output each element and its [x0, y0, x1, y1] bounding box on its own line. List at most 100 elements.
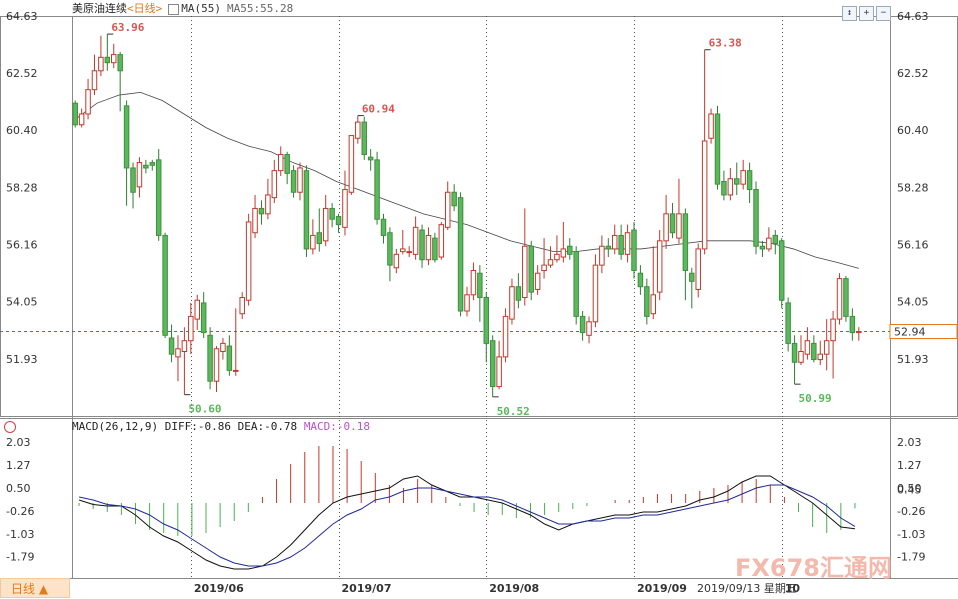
candle-up: [181, 340, 188, 352]
candle-down: [515, 286, 522, 301]
candle-down: [489, 340, 496, 388]
x-tick-label: 10: [785, 582, 801, 595]
candle-down: [72, 102, 78, 126]
candle-down: [380, 218, 387, 236]
dea-value: DEA:-0.78: [237, 420, 298, 433]
candle-up: [534, 272, 541, 290]
indicator-settings-icon[interactable]: [4, 421, 16, 433]
candle-down: [367, 156, 374, 161]
candle-down: [284, 153, 290, 174]
x-tick-label: 2019/09: [637, 582, 687, 595]
period-label[interactable]: <日线>: [127, 2, 163, 15]
candle-up: [342, 189, 348, 228]
candle-down: [483, 297, 490, 344]
ma-toggle-icon[interactable]: [168, 3, 180, 15]
diff-value: DIFF:-0.86: [164, 420, 231, 433]
candle-up: [111, 54, 117, 64]
axis-labels: 64.63 64.63 62.52 62.52 60.40 60.40 58.28 58.28…: [6, 10, 958, 595]
candle-down: [457, 197, 464, 312]
candle-up: [464, 294, 470, 312]
candle-down: [335, 216, 342, 226]
macd-header: MACD(26,12,9) DIFF:-0.86 DEA:-0.78 MACD:…: [72, 420, 370, 434]
candle-up: [592, 264, 599, 323]
candle-down: [631, 229, 637, 272]
candle-up: [599, 245, 605, 266]
y-tick-label-right: 54.05: [897, 296, 929, 309]
candle-up: [194, 299, 200, 320]
candle-down: [207, 334, 213, 382]
ma55-line: [74, 91, 859, 269]
candle-up: [740, 170, 746, 185]
y-tick-label-right: 58.28: [897, 181, 929, 194]
y-tick-label-left: 51.93: [6, 353, 38, 366]
candle-up: [798, 350, 804, 363]
x-tick-label: 2019/06: [194, 582, 244, 595]
zoom-out-icon[interactable]: −: [876, 6, 891, 21]
macd-tick-left: -1.03: [6, 528, 34, 541]
candle-down: [605, 245, 612, 250]
x-tick-label: 2019/07: [342, 582, 392, 595]
candle-down: [791, 342, 798, 363]
candle-down: [149, 162, 156, 166]
candle-down: [155, 159, 162, 236]
macd-tick-right: -1.79: [897, 551, 925, 564]
candle-down: [104, 56, 111, 64]
zoom-in-icon[interactable]: +: [859, 6, 874, 21]
period-tab[interactable]: 日线 ▲: [0, 578, 70, 598]
macd-tick-right: 1.27: [897, 459, 922, 472]
y-tick-label-right: 56.16: [897, 239, 929, 252]
macd-current-label: 0.45: [897, 484, 922, 497]
candle-up: [856, 331, 862, 334]
candle-up: [322, 207, 329, 242]
candle-down: [746, 170, 753, 191]
candle-up: [271, 170, 278, 199]
candle-down: [772, 234, 779, 245]
candle-down: [143, 164, 149, 169]
y-tick-label-left: 56.16: [6, 239, 38, 252]
ma-indicator-label[interactable]: MA(55): [181, 2, 221, 15]
candle-down: [759, 245, 766, 250]
candle-down: [117, 54, 123, 72]
diff-line: [78, 475, 856, 570]
y-tick-label-right: 51.93: [897, 353, 929, 366]
candle-up: [98, 56, 104, 72]
x-tick-label: 2019/08: [489, 582, 539, 595]
candle-down: [689, 272, 695, 282]
candle-up: [175, 348, 181, 358]
candle-down: [200, 302, 207, 334]
fit-icon[interactable]: ↕: [842, 6, 857, 21]
candle-up: [823, 340, 830, 355]
candle-up: [766, 237, 772, 250]
macd-panel: [78, 446, 856, 570]
candle-up: [701, 140, 708, 250]
macd-tick-right: -1.03: [897, 528, 925, 541]
candle-down: [567, 245, 573, 255]
candle-up: [277, 153, 284, 172]
candle-up: [676, 213, 682, 239]
candle-up: [348, 135, 355, 193]
candle-up: [611, 234, 618, 250]
y-tick-label-left: 58.28: [6, 181, 38, 194]
macd-label[interactable]: MACD(26,12,9): [72, 420, 159, 433]
extreme-price-label: 50.60: [188, 403, 221, 416]
candle-up: [586, 321, 592, 336]
candle-up: [727, 178, 734, 196]
candlestick-series: [72, 34, 862, 397]
macd-tick-right: 2.03: [897, 436, 922, 449]
candle-down: [721, 180, 727, 196]
macd-tick-left: 1.27: [6, 459, 31, 472]
extreme-price-label: 63.38: [709, 37, 742, 50]
dea-line: [78, 484, 856, 567]
candle-up: [297, 167, 303, 193]
y-tick-label-left: 62.52: [6, 67, 38, 80]
candle-down: [374, 159, 380, 220]
y-tick-label-left: 54.05: [6, 296, 38, 309]
candle-up: [695, 248, 701, 290]
candle-down: [168, 337, 175, 355]
candle-up: [541, 264, 547, 272]
candle-down: [785, 302, 791, 344]
candle-up: [78, 113, 85, 126]
candle-down: [226, 345, 233, 371]
candle-up: [438, 224, 445, 258]
